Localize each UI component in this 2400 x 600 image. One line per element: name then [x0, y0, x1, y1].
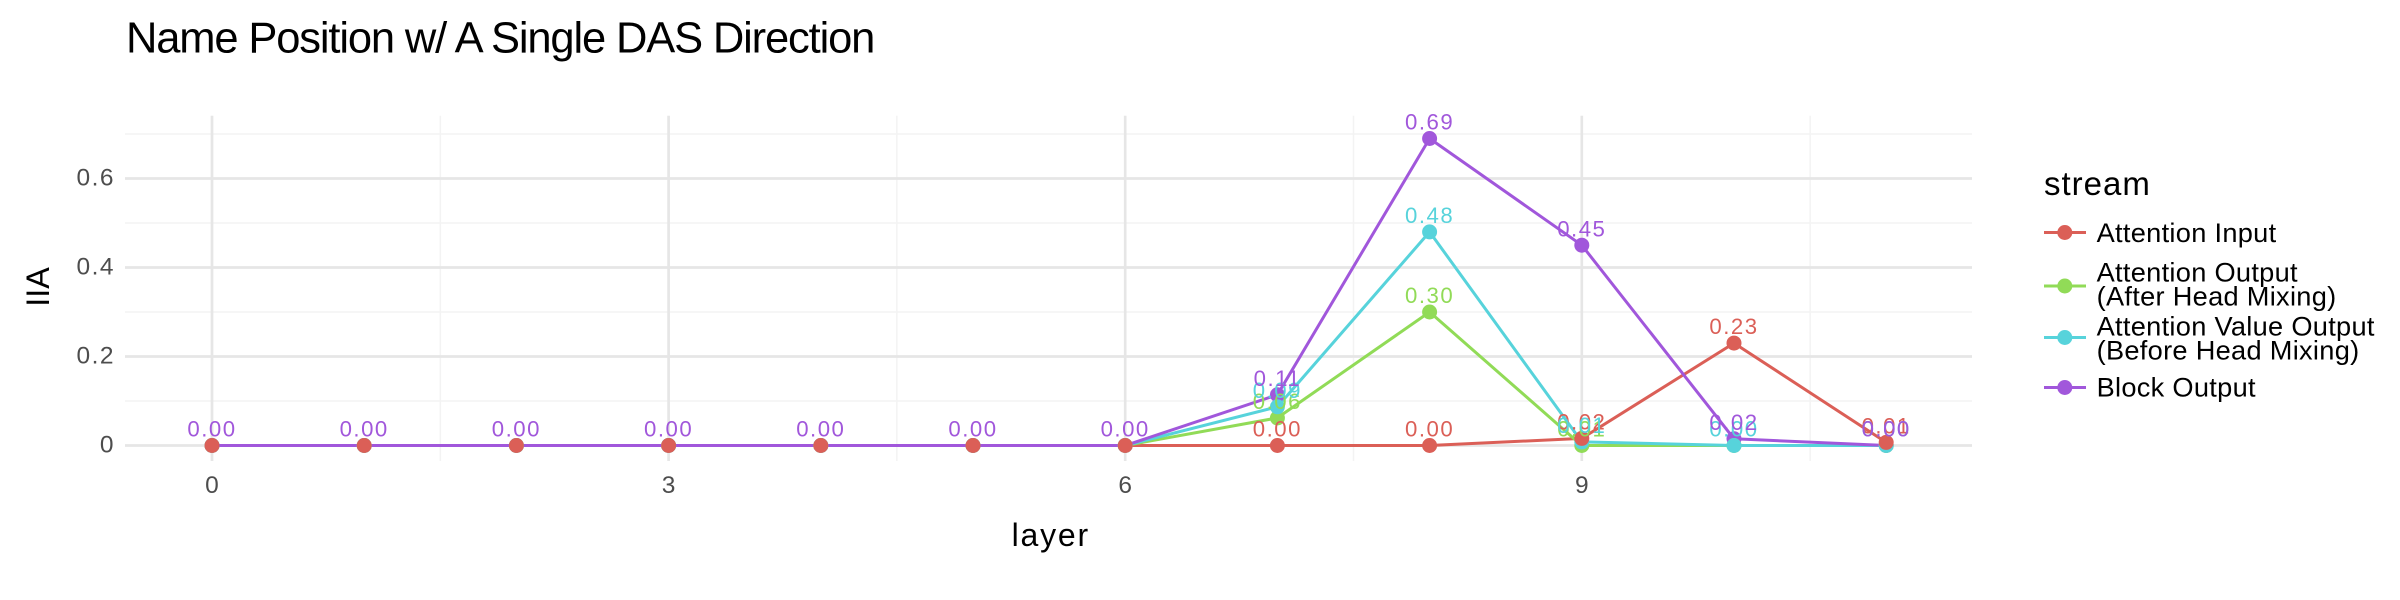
svg-text:0.4: 0.4: [76, 254, 115, 281]
svg-text:0.00: 0.00: [340, 417, 389, 442]
svg-text:0.11: 0.11: [1254, 366, 1302, 391]
svg-text:Attention Input: Attention Input: [2097, 217, 2277, 248]
svg-text:0: 0: [205, 472, 219, 499]
svg-text:IIA: IIA: [20, 267, 56, 307]
svg-text:Attention Value Output: Attention Value Output: [2097, 310, 2375, 341]
svg-text:stream: stream: [2044, 165, 2151, 202]
svg-text:0.06: 0.06: [1253, 389, 1302, 414]
svg-text:Name Position w/ A Single DAS: Name Position w/ A Single DAS Direction: [126, 15, 874, 63]
svg-text:Attention Output: Attention Output: [2097, 256, 2298, 287]
svg-text:0.00: 0.00: [1405, 417, 1454, 442]
svg-text:0.00: 0.00: [644, 417, 693, 442]
svg-text:9: 9: [1575, 472, 1589, 499]
svg-text:0.6: 0.6: [76, 165, 115, 192]
svg-text:0.00: 0.00: [1709, 417, 1758, 442]
svg-text:0.30: 0.30: [1405, 283, 1454, 308]
svg-text:layer: layer: [1012, 517, 1090, 553]
svg-text:0.01: 0.01: [1557, 413, 1606, 438]
svg-text:0.01: 0.01: [1557, 417, 1606, 442]
svg-text:3: 3: [662, 472, 676, 499]
svg-text:Block Output: Block Output: [2097, 371, 2256, 402]
svg-text:0.23: 0.23: [1709, 314, 1758, 339]
svg-text:0.01: 0.01: [1862, 414, 1911, 439]
svg-text:(Before Head Mixing): (Before Head Mixing): [2097, 334, 2360, 365]
svg-text:0.00: 0.00: [1862, 417, 1911, 442]
svg-text:(After Head Mixing): (After Head Mixing): [2097, 280, 2337, 311]
svg-text:0.09: 0.09: [1253, 378, 1302, 403]
svg-text:0.45: 0.45: [1557, 216, 1606, 241]
svg-text:0.00: 0.00: [1253, 417, 1302, 442]
svg-text:0.69: 0.69: [1405, 110, 1454, 135]
svg-text:0.00: 0.00: [1862, 417, 1911, 442]
svg-text:6: 6: [1118, 472, 1132, 499]
svg-text:0.00: 0.00: [492, 417, 541, 442]
svg-text:0.2: 0.2: [76, 343, 115, 370]
svg-text:0.00: 0.00: [796, 417, 845, 442]
svg-text:0.00: 0.00: [948, 417, 997, 442]
svg-text:0.02: 0.02: [1709, 410, 1758, 435]
svg-text:0.48: 0.48: [1405, 203, 1454, 228]
svg-text:0.00: 0.00: [1101, 417, 1150, 442]
svg-text:0.02: 0.02: [1557, 410, 1606, 435]
svg-text:0.00: 0.00: [187, 417, 236, 442]
svg-text:0: 0: [100, 432, 115, 459]
